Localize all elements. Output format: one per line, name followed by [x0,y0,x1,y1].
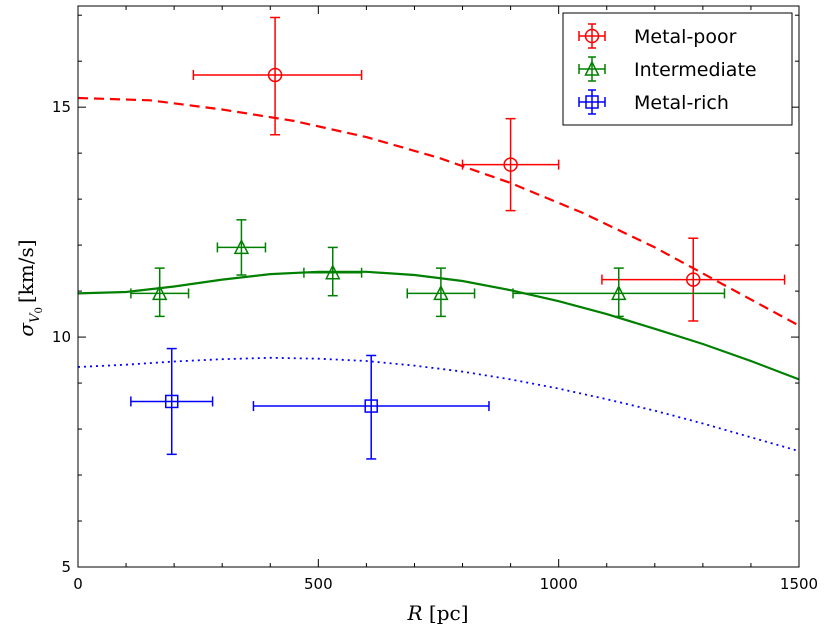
data-point-metal-rich-1 [130,347,214,456]
marker-triangle [433,284,449,301]
marker-triangle [325,264,341,280]
data-point-metal-rich-2 [252,354,490,460]
data-point-intermediate-1 [130,267,190,318]
legend-marker-square [585,95,599,109]
x-tick-label: 0 [73,575,83,593]
marker-triangle [233,238,250,255]
y-tick-label: 15 [52,98,71,116]
legend-marker-triangle [584,60,600,76]
legend-label-intermediate: Intermediate [634,59,757,81]
model-curve-metal-rich [77,356,800,452]
y-axis-label-sub: V [28,312,43,323]
y-tick-label: 5 [61,558,71,576]
y-axis-label-subsub: 0 [34,307,45,313]
marker-triangle [611,284,627,301]
plot-area [77,16,800,460]
y-axis-label-symbol: σ [14,322,38,337]
marker-circle [503,157,518,172]
data-point-intermediate-5 [512,267,726,318]
axis-ticks: 0 500 1000 1500 5 10 15 [52,6,818,593]
legend-marker-circle [584,28,600,44]
legend: Metal-poor Intermediate Metal-rich [562,12,793,126]
plot-frame [77,5,800,568]
legend-label-metal-poor: Metal-poor [634,26,737,48]
data-point-metal-poor-3 [601,237,786,322]
model-curve-metal-poor [77,96,800,327]
x-tick-label: 1500 [780,575,818,593]
data-point-intermediate-3 [303,246,363,297]
data-point-intermediate-2 [216,219,267,276]
legend-item-metal-rich: Metal-rich [578,89,729,115]
y-axis-label-unit: [km/s] [14,239,38,303]
x-axis-label-var: R [406,601,422,625]
x-tick-label: 500 [304,575,333,593]
data-point-metal-poor-2 [461,117,560,212]
data-point-intermediate-4 [406,267,476,318]
y-tick-label: 10 [52,328,71,346]
x-tick-label: 1000 [540,575,578,593]
data-point-metal-poor-1 [192,16,363,136]
x-axis-label: R [pc] [406,601,468,625]
x-axis-label-unit: [pc] [429,601,469,625]
marker-square [164,394,179,409]
marker-circle [686,272,701,287]
marker-triangle [151,284,168,301]
model-curve-intermediate [77,270,800,381]
marker-square [364,399,378,413]
legend-item-metal-poor: Metal-poor [578,23,737,49]
legend-label-metal-rich: Metal-rich [634,92,729,114]
legend-item-intermediate: Intermediate [578,56,757,82]
y-axis-label: σV0 [km/s] [14,239,45,336]
marker-circle [267,67,283,83]
